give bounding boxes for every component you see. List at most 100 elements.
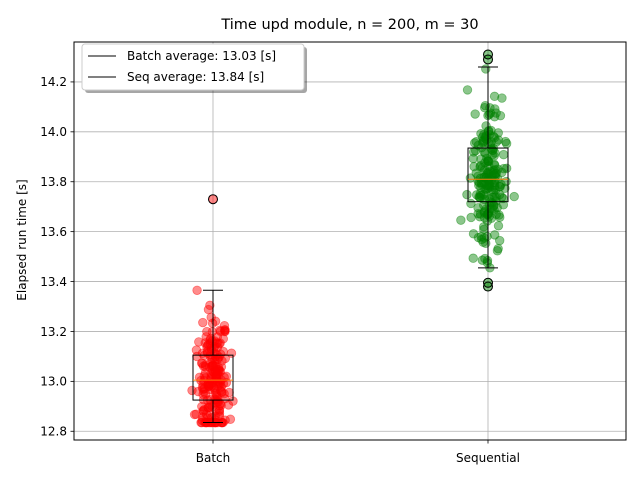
data-point: [206, 368, 216, 379]
data-point: [199, 387, 209, 397]
data-point: [491, 196, 501, 206]
data-point: [216, 386, 227, 397]
axis-ticks: 12.8 13.0 13.2 13.4 13.6 13.8 14.0 14.2 Batch Seq…: [40, 75, 520, 465]
data-point: [474, 177, 484, 188]
data-point: [498, 163, 509, 174]
data-point: [491, 168, 501, 179]
data-point: [478, 136, 488, 146]
data-point: [220, 353, 230, 364]
data-point: [481, 180, 492, 191]
data-point: [207, 327, 218, 337]
data-point: [191, 345, 202, 355]
data-point: [220, 326, 230, 337]
data-point: [490, 175, 500, 186]
data-point: [226, 348, 237, 358]
data-point: [220, 325, 230, 335]
data-point: [201, 332, 211, 342]
data-point: [490, 160, 500, 171]
data-point: [214, 338, 224, 349]
data-point: [211, 370, 221, 380]
data-point: [200, 368, 211, 378]
data-point: [198, 361, 209, 371]
y-tick-label: 13.4: [40, 275, 67, 289]
data-point: [214, 365, 225, 375]
data-point: [208, 360, 219, 371]
data-point: [191, 409, 201, 419]
data-point: [490, 185, 501, 195]
data-point: [500, 183, 510, 193]
data-point: [487, 150, 498, 160]
data-point: [492, 202, 502, 213]
data-point: [202, 342, 212, 352]
data-point: [198, 405, 208, 416]
data-point: [468, 229, 479, 239]
data-point: [489, 200, 499, 210]
legend: Batch average: 13.03 [s] Seq average: 13…: [81, 43, 307, 93]
data-point: [479, 206, 490, 217]
data-point: [480, 148, 490, 158]
data-point: [209, 383, 219, 393]
data-point: [219, 320, 230, 331]
data-point: [211, 390, 222, 400]
data-point: [500, 136, 511, 147]
data-point: [480, 100, 491, 111]
data-point: [214, 366, 224, 377]
data-point: [211, 388, 221, 398]
data-point: [480, 184, 490, 194]
data-point: [213, 354, 223, 364]
data-point: [493, 164, 503, 174]
data-point: [473, 140, 484, 151]
data-point: [484, 180, 494, 190]
data-point: [481, 184, 492, 194]
box-iqr: [192, 354, 234, 401]
data-point: [200, 338, 210, 348]
data-point: [204, 381, 214, 391]
data-point: [207, 361, 217, 371]
data-point: [216, 362, 227, 372]
x-tick-label: Sequential: [456, 451, 520, 465]
data-point: [483, 167, 493, 177]
data-point: [484, 129, 495, 140]
data-point: [483, 156, 493, 166]
outlier-marker: [483, 281, 493, 292]
data-point: [488, 187, 499, 197]
data-point: [487, 171, 497, 181]
data-point: [215, 399, 226, 409]
data-point: [478, 138, 488, 148]
data-point: [198, 412, 208, 422]
data-point: [189, 409, 200, 420]
data-point: [482, 168, 492, 178]
data-point: [495, 110, 506, 121]
data-point: [213, 381, 223, 391]
data-point: [486, 175, 497, 185]
data-point: [493, 128, 503, 138]
data-point: [205, 300, 215, 311]
data-point: [495, 212, 505, 222]
data-point: [215, 338, 225, 348]
data-point: [485, 103, 495, 113]
legend-label-seq: Seq average: 13.84 [s]: [127, 70, 264, 84]
data-point: [199, 384, 209, 394]
data-point: [220, 325, 230, 335]
data-point: [213, 364, 224, 375]
data-point: [197, 382, 208, 393]
data-point: [194, 337, 204, 347]
data-point: [493, 243, 503, 254]
data-point: [490, 230, 500, 240]
outlier-marker: [208, 194, 218, 205]
data-point: [470, 146, 481, 156]
data-point: [484, 169, 494, 179]
data-point: [484, 156, 494, 167]
data-point: [206, 412, 217, 423]
data-point: [473, 171, 483, 181]
data-point: [480, 157, 490, 168]
data-point: [480, 253, 490, 264]
data-point: [490, 104, 500, 114]
data-point: [207, 366, 218, 376]
data-point: [476, 128, 486, 139]
data-point: [212, 364, 222, 374]
data-point: [210, 366, 220, 376]
data-point: [479, 178, 489, 188]
data-point: [489, 205, 499, 215]
y-tick-label: 13.6: [40, 225, 67, 239]
